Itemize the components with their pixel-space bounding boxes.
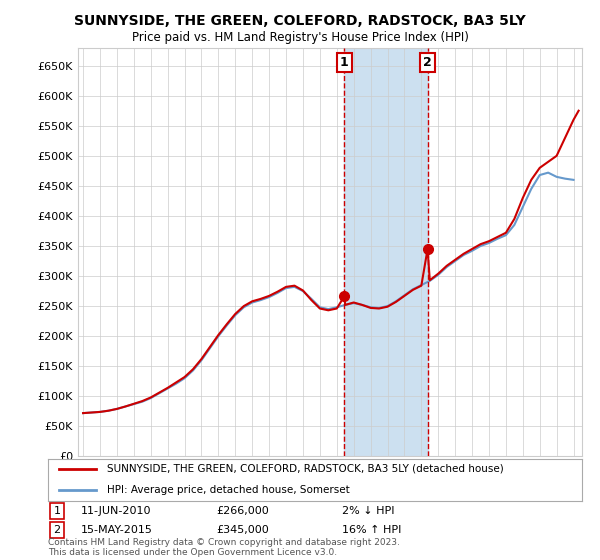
Text: 2: 2 xyxy=(423,56,432,69)
Text: 2% ↓ HPI: 2% ↓ HPI xyxy=(342,506,395,516)
Text: 16% ↑ HPI: 16% ↑ HPI xyxy=(342,525,401,535)
Text: SUNNYSIDE, THE GREEN, COLEFORD, RADSTOCK, BA3 5LY: SUNNYSIDE, THE GREEN, COLEFORD, RADSTOCK… xyxy=(74,14,526,28)
Text: 1: 1 xyxy=(340,56,349,69)
Text: £266,000: £266,000 xyxy=(216,506,269,516)
Text: £345,000: £345,000 xyxy=(216,525,269,535)
Text: Price paid vs. HM Land Registry's House Price Index (HPI): Price paid vs. HM Land Registry's House … xyxy=(131,31,469,44)
Text: 1: 1 xyxy=(53,506,61,516)
Text: 15-MAY-2015: 15-MAY-2015 xyxy=(81,525,153,535)
Text: HPI: Average price, detached house, Somerset: HPI: Average price, detached house, Some… xyxy=(107,485,349,495)
Text: Contains HM Land Registry data © Crown copyright and database right 2023.
This d: Contains HM Land Registry data © Crown c… xyxy=(48,538,400,557)
Text: 2: 2 xyxy=(53,525,61,535)
Text: 11-JUN-2010: 11-JUN-2010 xyxy=(81,506,151,516)
Bar xyxy=(344,48,428,456)
Text: SUNNYSIDE, THE GREEN, COLEFORD, RADSTOCK, BA3 5LY (detached house): SUNNYSIDE, THE GREEN, COLEFORD, RADSTOCK… xyxy=(107,464,503,474)
